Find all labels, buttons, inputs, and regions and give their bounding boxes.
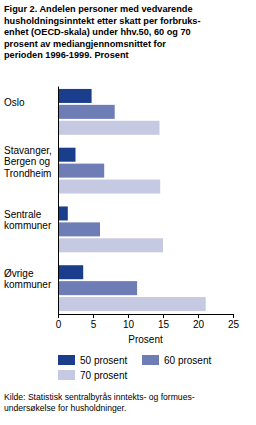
tick: 0: [56, 314, 62, 330]
category-labels: Oslo Stavanger,Bergen ogTrondheim Sentrale…: [4, 97, 52, 290]
tick: 25: [228, 314, 240, 330]
y-axis-line: [58, 87, 59, 315]
bar: [58, 121, 160, 135]
legend-swatch: [142, 355, 159, 365]
tick: 5: [91, 314, 97, 330]
category-label: Stavanger,Bergen ogTrondheim: [4, 145, 52, 179]
legend-label: 50 prosent: [80, 355, 127, 366]
tick-mark: [198, 314, 199, 318]
category-label: Oslo: [4, 97, 25, 108]
y-axis: [58, 87, 59, 315]
x-axis-line: [59, 315, 234, 319]
tick-label: 15: [158, 319, 170, 330]
tick-label: 25: [228, 319, 240, 330]
legend-label: 70 prosent: [80, 370, 127, 381]
bar: [58, 164, 104, 178]
bar: [58, 297, 206, 311]
tick: 15: [158, 314, 170, 330]
tick: 10: [123, 314, 135, 330]
bars: [58, 89, 206, 311]
bar: [58, 265, 83, 279]
source: Kilde: Statistisk sentralbyrås inntekts-…: [4, 392, 195, 413]
x-axis: 0 5 10 15 20 25: [56, 314, 240, 330]
title: Figur 2. Andelen personer med vedvarende…: [4, 4, 201, 60]
legend-swatch: [58, 355, 75, 365]
tick-mark: [93, 314, 94, 318]
bar: [58, 206, 68, 220]
bar: [58, 148, 76, 162]
category-label: Sentralekommuner: [4, 209, 52, 232]
tick-label: 0: [56, 319, 62, 330]
bar: [58, 89, 92, 103]
legend-swatch: [58, 370, 75, 380]
bar: [58, 281, 137, 295]
legend-label: 60 prosent: [164, 355, 211, 366]
tick-mark: [128, 314, 129, 318]
bar: [58, 222, 100, 236]
tick-label: 5: [91, 319, 97, 330]
legend: 50 prosent 60 prosent 70 prosent: [58, 355, 211, 381]
chart: Figur 2. Andelen personer med vedvarende…: [0, 0, 256, 425]
bar: [58, 105, 115, 119]
tick-mark: [58, 314, 59, 318]
tick-label: 20: [193, 319, 205, 330]
bar: [58, 180, 160, 194]
tick-mark: [163, 314, 164, 318]
bar: [58, 238, 163, 252]
category-label: Øvrigekommuner: [4, 268, 52, 291]
tick-mark: [233, 314, 234, 318]
tick: 20: [193, 314, 205, 330]
tick-label: 10: [123, 319, 135, 330]
x-axis-title: Prosent: [128, 334, 163, 345]
